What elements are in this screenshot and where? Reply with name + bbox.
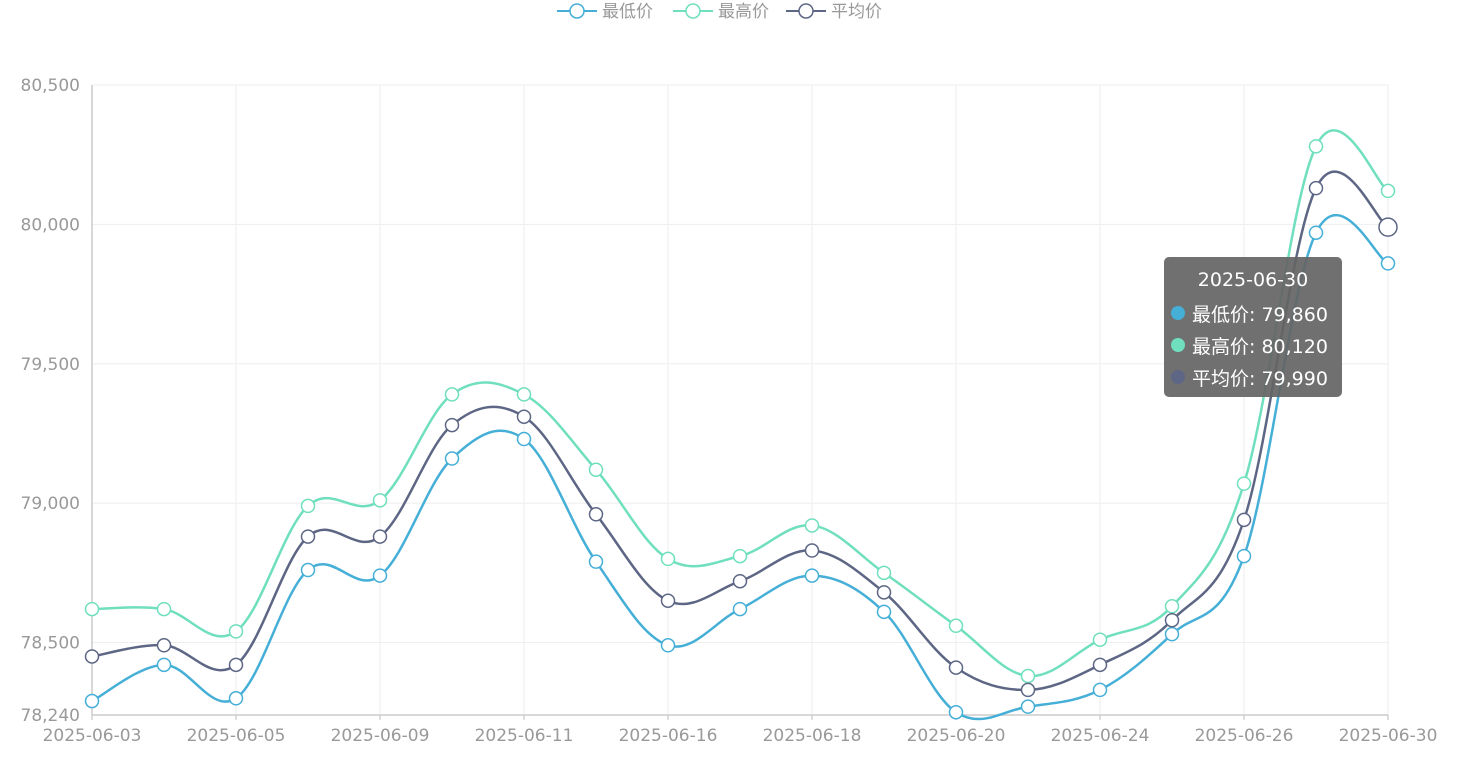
tooltip-row-avg: 平均价: 79,990	[1164, 361, 1342, 393]
data-point-low	[948, 704, 964, 720]
x-tick-label: 2025-06-26	[1195, 726, 1294, 746]
tooltip-row-low: 最低价: 79,860	[1164, 297, 1342, 329]
y-tick-label: 80,000	[21, 215, 80, 235]
y-tick-label: 79,500	[21, 355, 80, 375]
data-point-high	[1308, 139, 1324, 154]
data-point-high	[660, 551, 676, 567]
x-tick-label: 2025-06-24	[1051, 726, 1150, 746]
tooltip-marker-avg	[1171, 370, 1185, 384]
data-point-low	[372, 568, 388, 583]
data-point-avg	[1308, 180, 1324, 196]
tooltip-marker-high	[1171, 338, 1185, 352]
data-point-avg	[1236, 512, 1252, 528]
data-point-avg	[1020, 682, 1036, 698]
data-point-high	[444, 387, 460, 402]
data-point-avg	[948, 660, 964, 675]
data-point-low	[804, 568, 820, 583]
legend-label-high: 最高价	[718, 2, 769, 22]
tooltip-text-high: 最高价: 80,120	[1192, 335, 1328, 358]
data-point-low	[1380, 256, 1396, 271]
data-point-high	[732, 548, 748, 564]
data-point-low	[300, 562, 316, 578]
data-point-low	[732, 601, 748, 617]
data-point-avg	[660, 593, 676, 608]
tooltip-row-high: 最高价: 80,120	[1164, 329, 1342, 361]
data-point-high	[876, 565, 892, 581]
legend-marker-avg	[798, 3, 814, 19]
data-point-low	[660, 638, 676, 653]
data-point-avg	[1164, 612, 1180, 628]
data-point-low	[1236, 548, 1252, 564]
x-tick-label: 2025-06-03	[43, 726, 142, 746]
data-point-avg	[516, 409, 532, 424]
data-point-high	[372, 493, 388, 508]
data-point-avg	[1092, 657, 1108, 673]
y-tick-label: 79,000	[21, 494, 80, 514]
data-point-avg	[444, 417, 460, 433]
data-point-avg	[1378, 217, 1398, 237]
data-point-low	[84, 693, 100, 709]
data-point-avg	[732, 573, 748, 589]
data-point-avg	[876, 585, 892, 600]
tooltip-marker-low	[1171, 306, 1185, 320]
data-point-high	[1020, 668, 1036, 684]
data-point-high	[1092, 632, 1108, 647]
x-tick-label: 2025-06-11	[475, 726, 574, 746]
legend-marker-low	[569, 3, 585, 19]
data-point-avg	[228, 657, 244, 673]
data-point-low	[1164, 626, 1180, 642]
data-point-high	[588, 462, 604, 477]
y-tick-label: 78,240	[21, 706, 80, 726]
data-point-low	[516, 431, 532, 447]
data-point-high	[948, 618, 964, 634]
data-point-high	[1236, 476, 1252, 491]
x-tick-label: 2025-06-16	[619, 726, 718, 746]
x-tick-label: 2025-06-30	[1339, 726, 1438, 746]
y-tick-label: 80,500	[21, 76, 80, 96]
x-tick-label: 2025-06-09	[331, 726, 430, 746]
data-point-low	[876, 604, 892, 620]
data-point-low	[1020, 699, 1036, 714]
data-point-avg	[588, 507, 604, 522]
data-point-avg	[372, 529, 388, 544]
data-point-avg	[300, 529, 316, 544]
x-tick-label: 2025-06-20	[907, 726, 1006, 746]
data-point-high	[1164, 599, 1180, 614]
x-tick-label: 2025-06-18	[763, 726, 862, 746]
data-point-high	[516, 387, 532, 402]
series-line-high	[91, 129, 1389, 678]
data-point-high	[1380, 183, 1396, 199]
data-point-low	[588, 554, 604, 569]
data-point-high	[300, 498, 316, 514]
data-point-high	[228, 624, 244, 639]
data-point-avg	[804, 543, 820, 558]
tooltip-text-low: 最低价: 79,860	[1192, 303, 1328, 326]
legend[interactable]: 最低价 最高价 平均价	[557, 2, 882, 22]
data-point-low	[1308, 225, 1324, 240]
legend-marker-high	[685, 3, 701, 19]
data-point-low	[228, 691, 244, 706]
tooltip-text-avg: 平均价: 79,990	[1192, 367, 1328, 390]
data-point-avg	[156, 638, 172, 653]
axes: 80,50080,00079,50079,00078,50078,2402025…	[21, 76, 1438, 746]
data-point-low	[1092, 682, 1108, 698]
tooltip: 2025-06-30 最低价: 79,860 最高价: 80,120 平均价: …	[1164, 257, 1342, 397]
x-tick-label: 2025-06-05	[187, 726, 286, 746]
data-point-avg	[84, 649, 100, 664]
data-point-high	[84, 601, 100, 617]
y-tick-label: 78,500	[21, 634, 80, 654]
legend-label-avg: 平均价	[831, 2, 882, 22]
legend-label-low: 最低价	[602, 2, 653, 22]
data-point-low	[444, 451, 460, 466]
tooltip-title: 2025-06-30	[1197, 269, 1309, 291]
data-point-low	[156, 657, 172, 673]
series-lines	[84, 129, 1398, 721]
data-point-high	[156, 601, 172, 617]
data-point-high	[804, 518, 820, 533]
